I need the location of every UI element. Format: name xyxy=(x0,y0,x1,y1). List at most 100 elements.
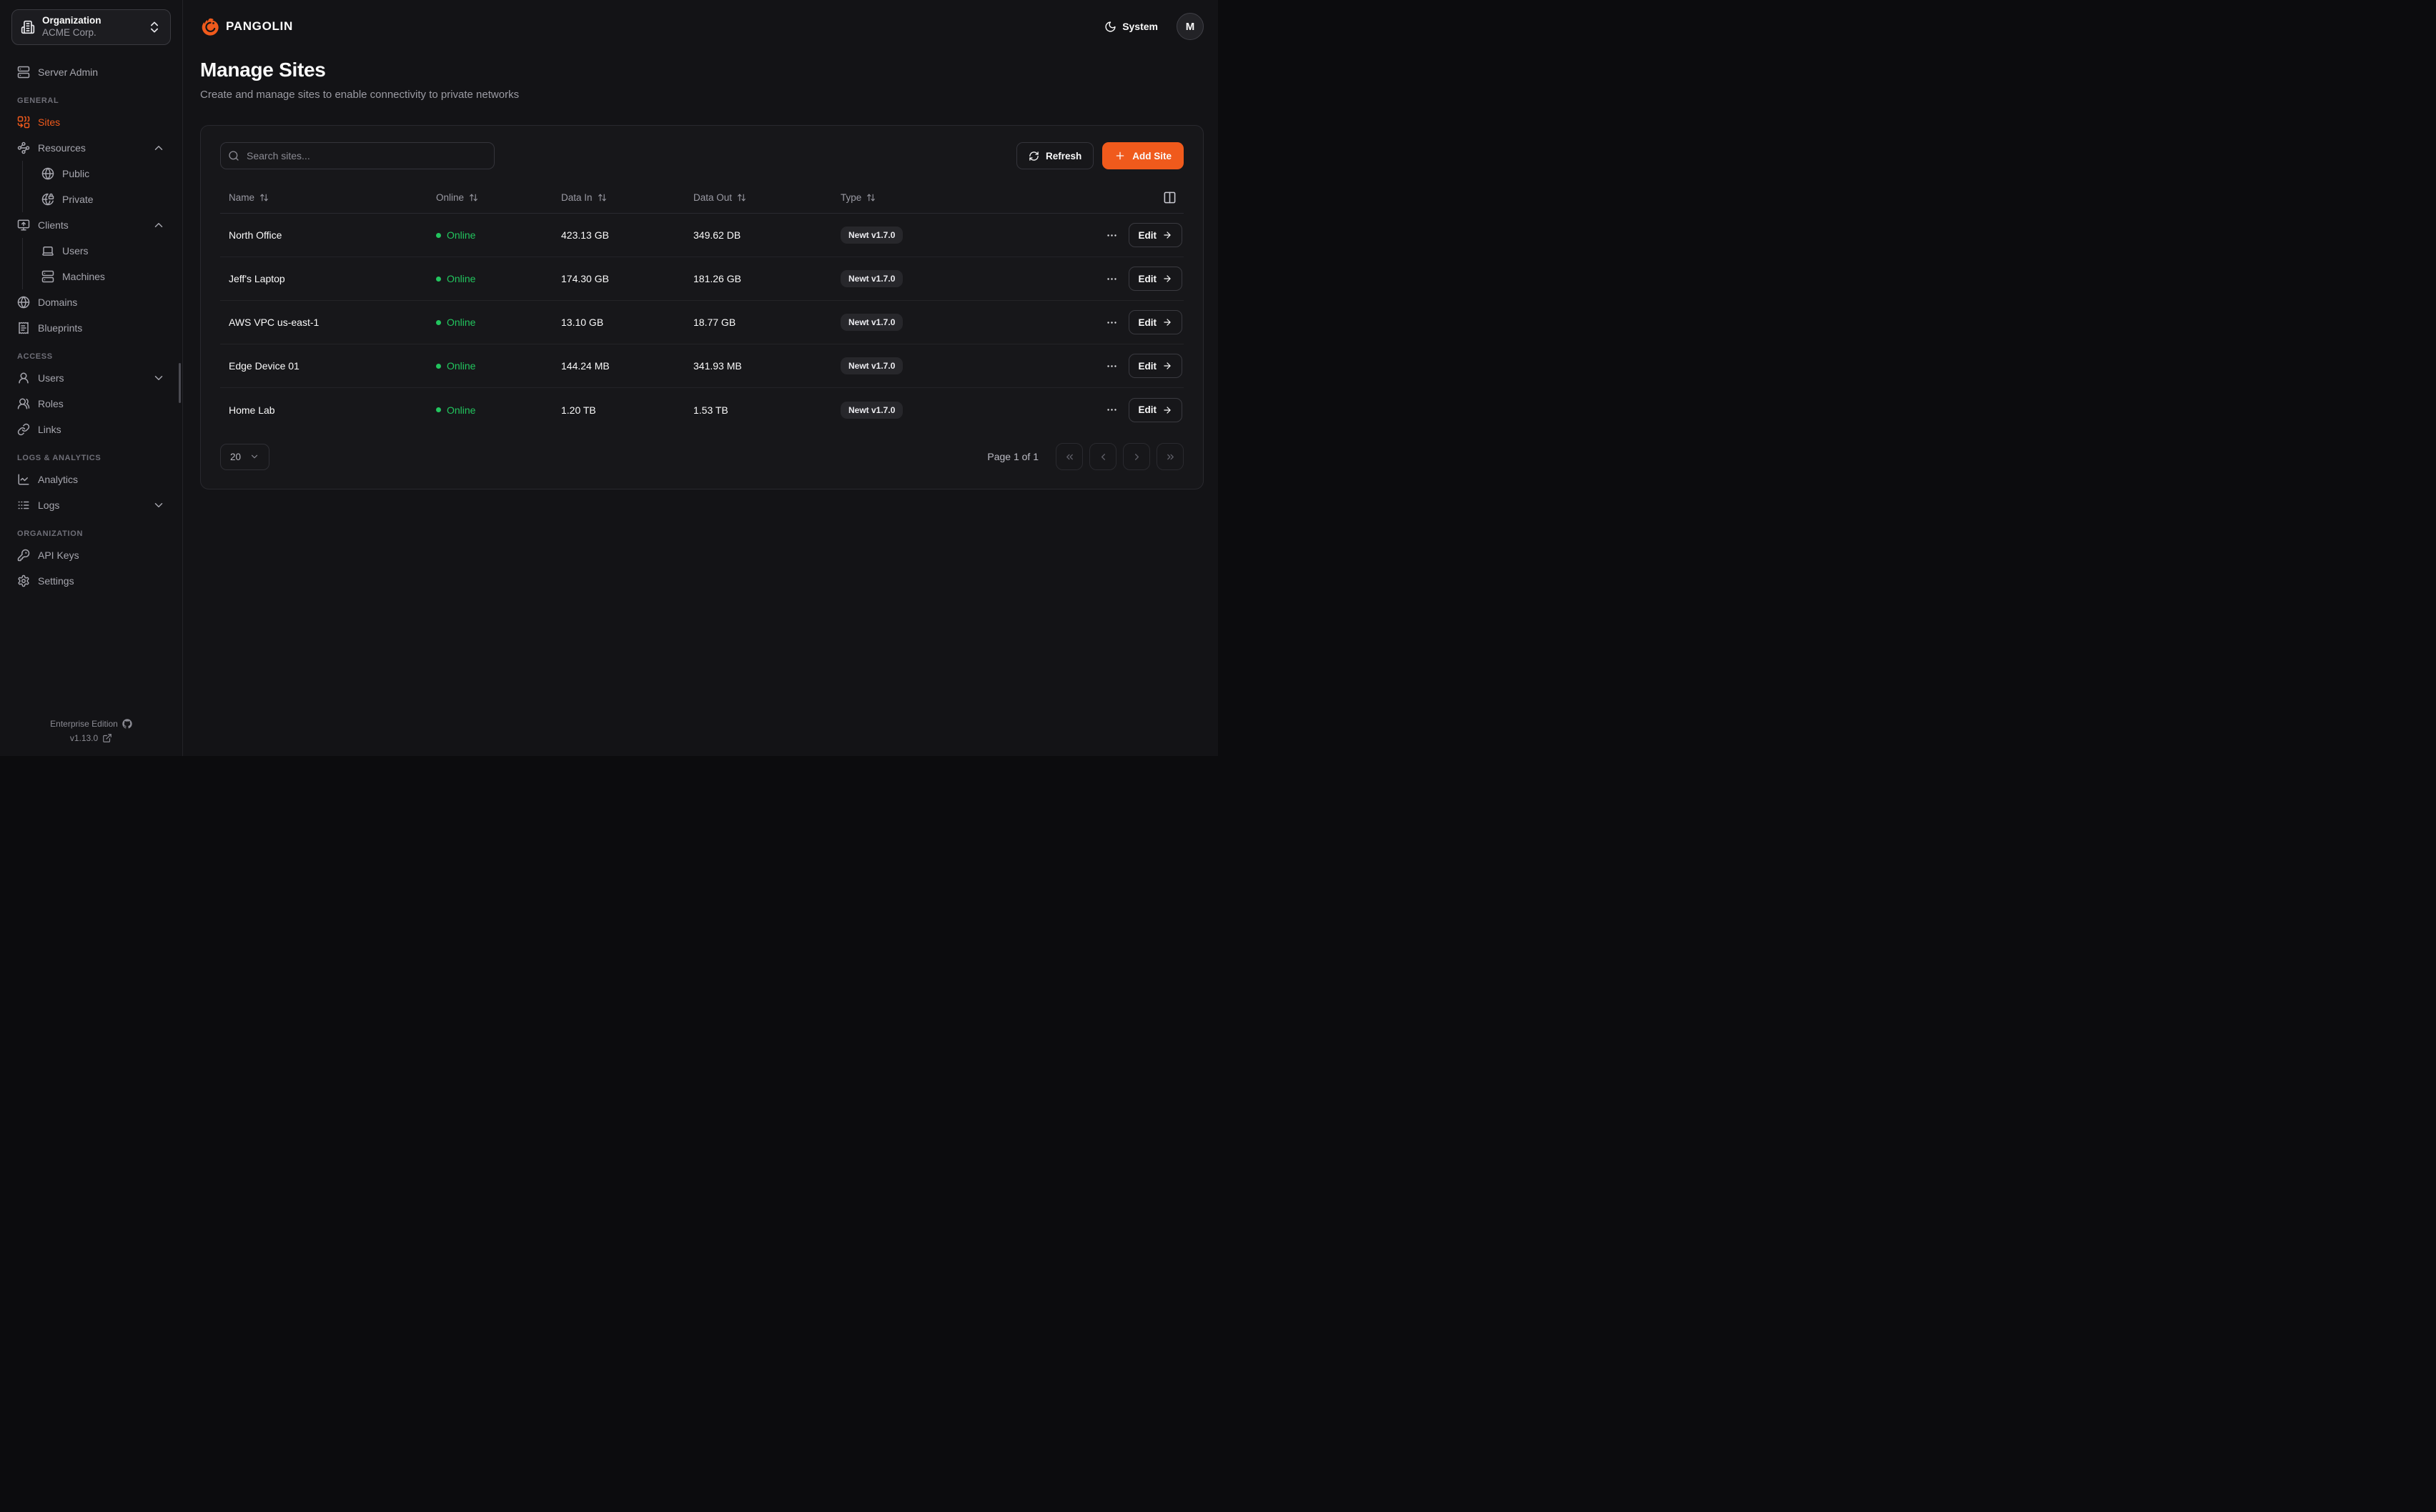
column-header-actions xyxy=(1076,191,1184,204)
row-edit-button[interactable]: Edit xyxy=(1128,310,1182,334)
version-link[interactable]: v1.13.0 xyxy=(70,733,112,743)
refresh-button[interactable]: Refresh xyxy=(1016,142,1094,169)
theme-label: System xyxy=(1122,21,1158,32)
server-icon xyxy=(41,270,54,283)
column-header-data-in[interactable]: Data In xyxy=(561,192,693,203)
row-edit-button[interactable]: Edit xyxy=(1128,267,1182,291)
sidebar-item-label: Resources xyxy=(38,142,86,154)
external-link-icon xyxy=(102,733,112,743)
column-header-name[interactable]: Name xyxy=(220,192,436,203)
sidebar-item-label: Clients xyxy=(38,219,69,231)
arrow-up-down-icon xyxy=(866,193,876,202)
edit-label: Edit xyxy=(1138,273,1157,284)
sidebar-item-label: Logs xyxy=(38,499,60,511)
sidebar-item-domains[interactable]: Domains xyxy=(11,289,171,315)
column-header-online[interactable]: Online xyxy=(436,192,561,203)
sidebar-item-settings[interactable]: Settings xyxy=(11,568,171,594)
avatar[interactable]: M xyxy=(1177,13,1204,40)
sidebar-item-label: Users xyxy=(62,245,89,257)
next-page-button[interactable] xyxy=(1123,443,1150,470)
sidebar-item-links[interactable]: Links xyxy=(11,417,171,442)
edit-label: Edit xyxy=(1138,317,1157,328)
sidebar-item-logs[interactable]: Logs xyxy=(11,492,171,518)
type-badge: Newt v1.7.0 xyxy=(841,270,903,287)
pagination-buttons xyxy=(1056,443,1184,470)
data-in-value: 174.30 GB xyxy=(561,273,609,284)
sidebar-item-server-admin[interactable]: Server Admin xyxy=(11,59,171,85)
online-status: Online xyxy=(436,317,561,328)
page-size-select[interactable]: 20 xyxy=(220,443,270,470)
globe-icon xyxy=(41,167,54,180)
sidebar-item-api-keys[interactable]: API Keys xyxy=(11,542,171,568)
theme-toggle[interactable]: System xyxy=(1104,21,1158,33)
table-row-aws-vpc-us-east-1: AWS VPC us-east-1 Online 13.10 GB 18.77 GB N… xyxy=(220,301,1184,344)
sidebar-item-resources[interactable]: Resources xyxy=(11,135,171,161)
arrow-right-icon xyxy=(1162,230,1172,240)
arrow-up-down-icon xyxy=(737,193,746,202)
row-edit-button[interactable]: Edit xyxy=(1128,397,1182,422)
last-page-button[interactable] xyxy=(1157,443,1184,470)
brand-logo[interactable]: PANGOLIN xyxy=(200,17,293,36)
data-in-value: 1.20 TB xyxy=(561,404,596,416)
refresh-label: Refresh xyxy=(1045,150,1082,161)
row-more-button[interactable] xyxy=(1106,404,1118,416)
column-picker-button[interactable] xyxy=(1163,191,1177,204)
chart-line-icon xyxy=(17,473,30,486)
sidebar-item-machines[interactable]: Machines xyxy=(23,264,171,289)
row-more-button[interactable] xyxy=(1106,360,1118,372)
row-more-button[interactable] xyxy=(1106,317,1118,329)
org-switcher[interactable]: Organization ACME Corp. xyxy=(11,9,171,45)
data-out-value: 181.26 GB xyxy=(693,273,741,284)
sidebar-item-private[interactable]: Private xyxy=(23,186,171,212)
row-more-button[interactable] xyxy=(1106,229,1118,242)
type-cell: Newt v1.7.0 xyxy=(841,357,1076,374)
table-row-jeff-s-laptop: Jeff's Laptop Online 174.30 GB 181.26 GB New… xyxy=(220,257,1184,301)
table-row-home-lab: Home Lab Online 1.20 TB 1.53 TB Newt v1.7.0 E… xyxy=(220,388,1184,432)
sidebar-item-users[interactable]: Users xyxy=(23,238,171,264)
column-header-type[interactable]: Type xyxy=(841,192,1076,203)
data-out-value: 1.53 TB xyxy=(693,404,728,416)
online-dot-icon xyxy=(436,319,441,325)
sidebar-item-roles[interactable]: Roles xyxy=(11,391,171,417)
row-more-button[interactable] xyxy=(1106,273,1118,285)
row-edit-button[interactable]: Edit xyxy=(1128,223,1182,247)
sidebar-item-label: Users xyxy=(38,372,64,384)
sidebar-item-users[interactable]: Users xyxy=(11,365,171,391)
site-name: North Office xyxy=(229,229,282,241)
add-site-button[interactable]: Add Site xyxy=(1102,142,1184,169)
row-edit-button[interactable]: Edit xyxy=(1128,354,1182,378)
app-window: Organization ACME Corp. Server Admin GENE… xyxy=(0,0,1218,756)
online-status: Online xyxy=(436,273,561,284)
chevron-down-icon xyxy=(152,372,165,384)
sidebar-item-label: Links xyxy=(38,424,61,435)
search-input[interactable] xyxy=(220,142,495,169)
site-name: Home Lab xyxy=(229,404,275,416)
first-page-button[interactable] xyxy=(1056,443,1083,470)
sidebar-item-label: Settings xyxy=(38,575,74,587)
type-badge: Newt v1.7.0 xyxy=(841,357,903,374)
site-name: Edge Device 01 xyxy=(229,360,299,372)
edition-link[interactable]: Enterprise Edition xyxy=(50,719,132,729)
sidebar-item-public[interactable]: Public xyxy=(23,161,171,186)
globe-lock-icon xyxy=(41,193,54,206)
sidebar-scrollbar[interactable] xyxy=(179,363,181,403)
arrow-right-icon xyxy=(1162,317,1172,327)
sidebar-item-sites[interactable]: Sites xyxy=(11,109,171,135)
type-badge: Newt v1.7.0 xyxy=(841,227,903,244)
online-label: Online xyxy=(447,229,476,241)
page-subtitle: Create and manage sites to enable connec… xyxy=(200,89,520,101)
laptop-icon xyxy=(41,244,54,257)
pangolin-logo-icon xyxy=(200,17,219,36)
receipt-text-icon xyxy=(17,322,30,334)
waypoints-icon xyxy=(17,141,30,154)
sidebar-section-heading: GENERAL xyxy=(17,96,59,105)
sidebar-item-clients[interactable]: Clients xyxy=(11,212,171,238)
sidebar-item-label: Sites xyxy=(38,116,61,128)
sidebar-item-label: Machines xyxy=(62,271,105,282)
sidebar-item-analytics[interactable]: Analytics xyxy=(11,467,171,492)
online-label: Online xyxy=(447,404,476,416)
sidebar-item-label: API Keys xyxy=(38,549,79,561)
prev-page-button[interactable] xyxy=(1089,443,1116,470)
column-header-data-out[interactable]: Data Out xyxy=(693,192,841,203)
sidebar-item-blueprints[interactable]: Blueprints xyxy=(11,315,171,341)
